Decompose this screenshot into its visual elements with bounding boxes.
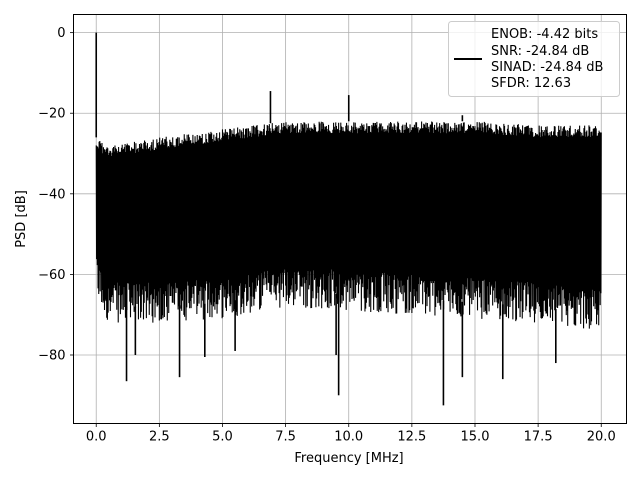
x-tick-label: 5.0 xyxy=(212,430,233,445)
y-tick-label: −60 xyxy=(38,268,65,283)
legend-entry-sinad: SINAD: -24.84 dB xyxy=(491,60,603,75)
x-tick-label: 2.5 xyxy=(149,430,170,445)
x-axis-label: Frequency [MHz] xyxy=(294,451,403,466)
y-tick-label: −20 xyxy=(38,107,65,122)
legend-entry-enob: ENOB: -4.42 bits xyxy=(491,27,598,42)
legend-entry-sfdr: SFDR: 12.63 xyxy=(491,76,571,91)
y-tick-label: −40 xyxy=(38,187,65,202)
x-tick-label: 10.0 xyxy=(334,430,363,445)
x-tick-label: 0.0 xyxy=(86,430,107,445)
y-axis-label: PSD [dB] xyxy=(14,190,29,248)
x-tick-label: 15.0 xyxy=(461,430,490,445)
x-tick-label: 17.5 xyxy=(524,430,553,445)
y-tick-label: −80 xyxy=(38,348,65,363)
psd-trace xyxy=(95,121,602,329)
legend: ENOB: -4.42 bits SNR: -24.84 dB SINAD: -… xyxy=(448,21,620,97)
x-tick-label: 12.5 xyxy=(397,430,426,445)
y-tick-label: 0 xyxy=(57,26,65,41)
legend-entry-snr: SNR: -24.84 dB xyxy=(491,44,589,59)
x-tick-label: 7.5 xyxy=(275,430,296,445)
x-tick-label: 20.0 xyxy=(587,430,616,445)
x-axis-ticks: 0.0 2.5 5.0 7.5 10.0 12.5 15.0 17.5 20.0 xyxy=(86,423,616,445)
plot-frame xyxy=(73,14,627,424)
legend-box xyxy=(448,21,620,97)
psd-series xyxy=(95,32,602,406)
y-axis-ticks: 0 −20 −40 −60 −80 xyxy=(38,26,74,363)
